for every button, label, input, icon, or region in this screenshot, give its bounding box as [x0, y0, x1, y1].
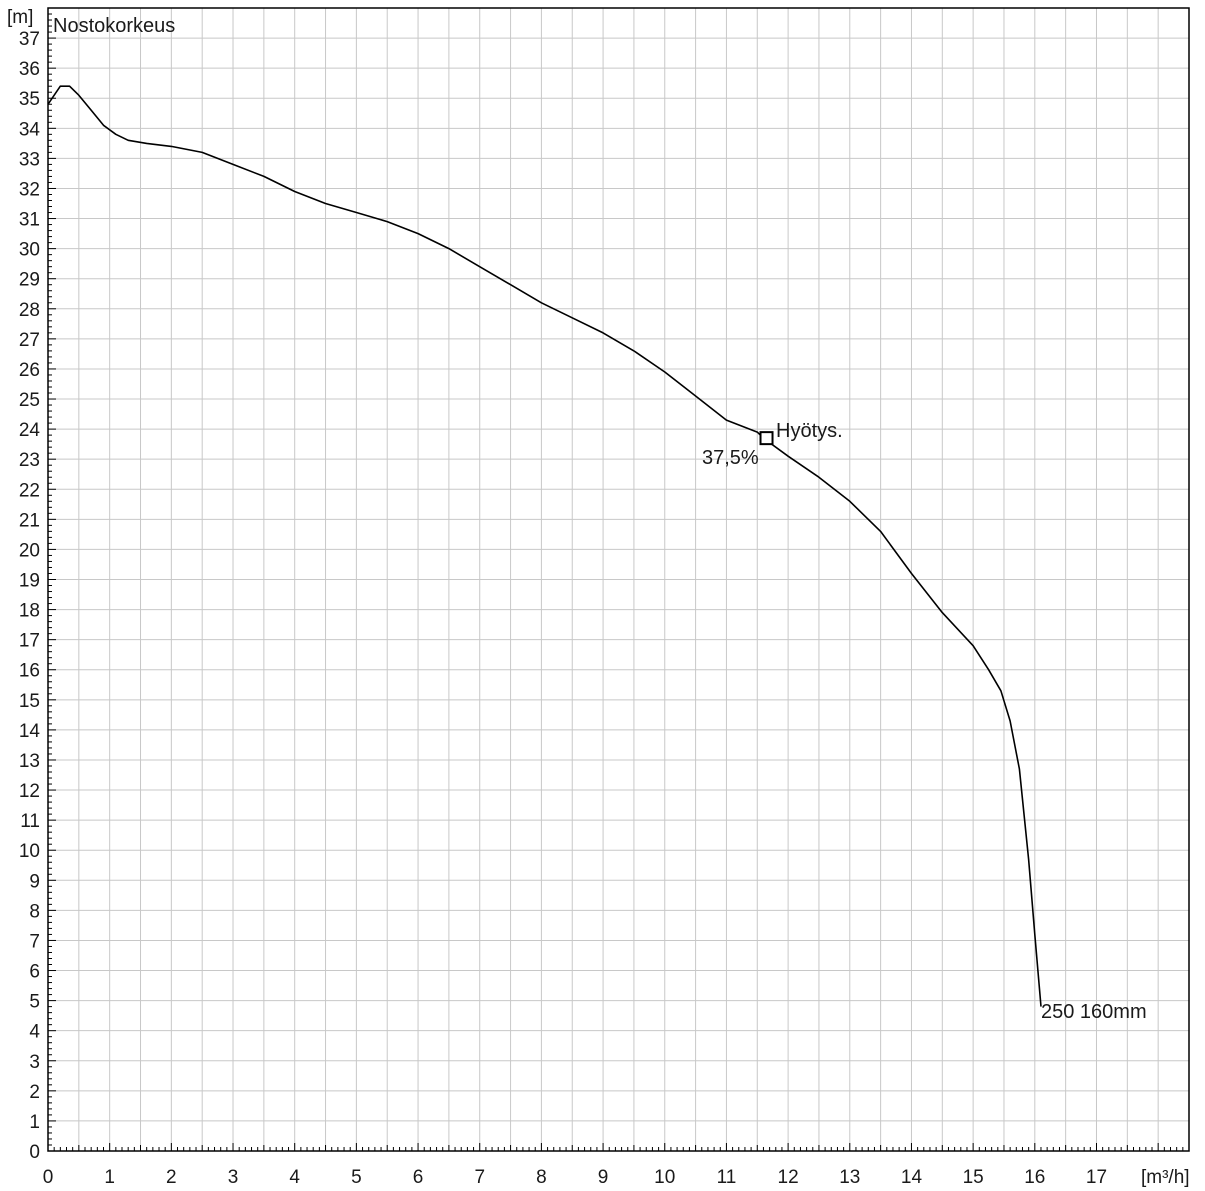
y-tick-label: 18 [19, 601, 40, 622]
y-tick-label: 25 [19, 390, 40, 411]
series-line [47, 85, 1042, 1007]
annotation-efficiency-value: 37,5% [702, 447, 759, 469]
y-tick-label: 21 [19, 510, 40, 531]
y-tick-label: 12 [19, 781, 40, 802]
y-tick-label: 20 [19, 540, 40, 561]
y-tick-label: 15 [19, 691, 40, 712]
x-tick-label: 4 [289, 1167, 300, 1188]
x-tick-label: 6 [413, 1167, 424, 1188]
y-tick-label: 24 [19, 420, 41, 441]
y-tick-label: 13 [19, 751, 40, 772]
series-layer [47, 85, 1042, 1007]
x-tick-label: 3 [228, 1167, 239, 1188]
y-tick-label: 22 [19, 480, 40, 501]
y-tick-label: 2 [29, 1082, 40, 1103]
y-tick-label: 4 [29, 1022, 40, 1043]
x-tick-label: 7 [474, 1167, 485, 1188]
x-tick-label: 12 [778, 1167, 799, 1188]
y-tick-label: 34 [19, 119, 41, 140]
axes: 0 1 2 3 4 5 6 7 8 9 10 11 12 13 14 15 16 1701234567891011… [19, 7, 1190, 1188]
y-tick-label: 17 [19, 631, 40, 652]
x-tick-label: 15 [963, 1167, 984, 1188]
x-tick-label: 5 [351, 1167, 362, 1188]
y-axis-label: [m] [7, 7, 33, 28]
series-end-label: 250 160mm [1041, 1001, 1147, 1023]
grid [48, 7, 1189, 1151]
y-tick-label: 26 [19, 360, 40, 381]
y-tick-label: 31 [19, 210, 40, 231]
x-axis-label: [m³/h] [1141, 1167, 1190, 1188]
x-tick-label: 16 [1024, 1167, 1045, 1188]
x-tick-label: 1 [104, 1167, 115, 1188]
x-tick-label: 8 [536, 1167, 547, 1188]
y-tick-label: 29 [19, 270, 40, 291]
x-tick-label: 17 [1086, 1167, 1107, 1188]
labels: Nostokorkeus [m] [m³/h] Hyötys. 37,5% 25… [7, 7, 1190, 1188]
y-tick-label: 32 [19, 179, 40, 200]
y-tick-label: 19 [19, 571, 40, 592]
y-tick-label: 36 [19, 59, 40, 80]
x-tick-label: 0 [43, 1167, 54, 1188]
y-tick-label: 9 [29, 871, 40, 892]
y-tick-label: 27 [19, 330, 40, 351]
y-tick-label: 5 [29, 992, 40, 1013]
y-tick-label: 1 [29, 1112, 40, 1133]
efficiency-marker [759, 431, 774, 446]
x-tick-label: 10 [654, 1167, 675, 1188]
y-tick-label: 14 [19, 721, 41, 742]
y-tick-label: 30 [19, 240, 40, 261]
x-tick-label: 13 [839, 1167, 860, 1188]
y-tick-label: 6 [29, 962, 40, 983]
y-tick-label: 16 [19, 661, 40, 682]
y-tick-label: 7 [29, 931, 40, 952]
y-tick-label: 11 [20, 811, 40, 832]
annotation-efficiency-label: Hyötys. [776, 420, 843, 442]
x-tick-label: 14 [901, 1167, 923, 1188]
x-tick-label: 11 [717, 1167, 737, 1188]
x-tick-label: 9 [598, 1167, 609, 1188]
y-tick-label: 23 [19, 450, 40, 471]
y-tick-label: 8 [29, 901, 40, 922]
y-tick-label: 35 [19, 89, 40, 110]
chart-title: Nostokorkeus [53, 15, 175, 37]
y-tick-label: 0 [29, 1142, 40, 1163]
y-tick-label: 33 [19, 149, 40, 170]
y-tick-label: 37 [19, 29, 40, 50]
y-tick-label: 3 [29, 1052, 40, 1073]
y-tick-label: 28 [19, 300, 40, 321]
x-tick-label: 2 [166, 1167, 177, 1188]
y-tick-label: 10 [19, 841, 40, 862]
